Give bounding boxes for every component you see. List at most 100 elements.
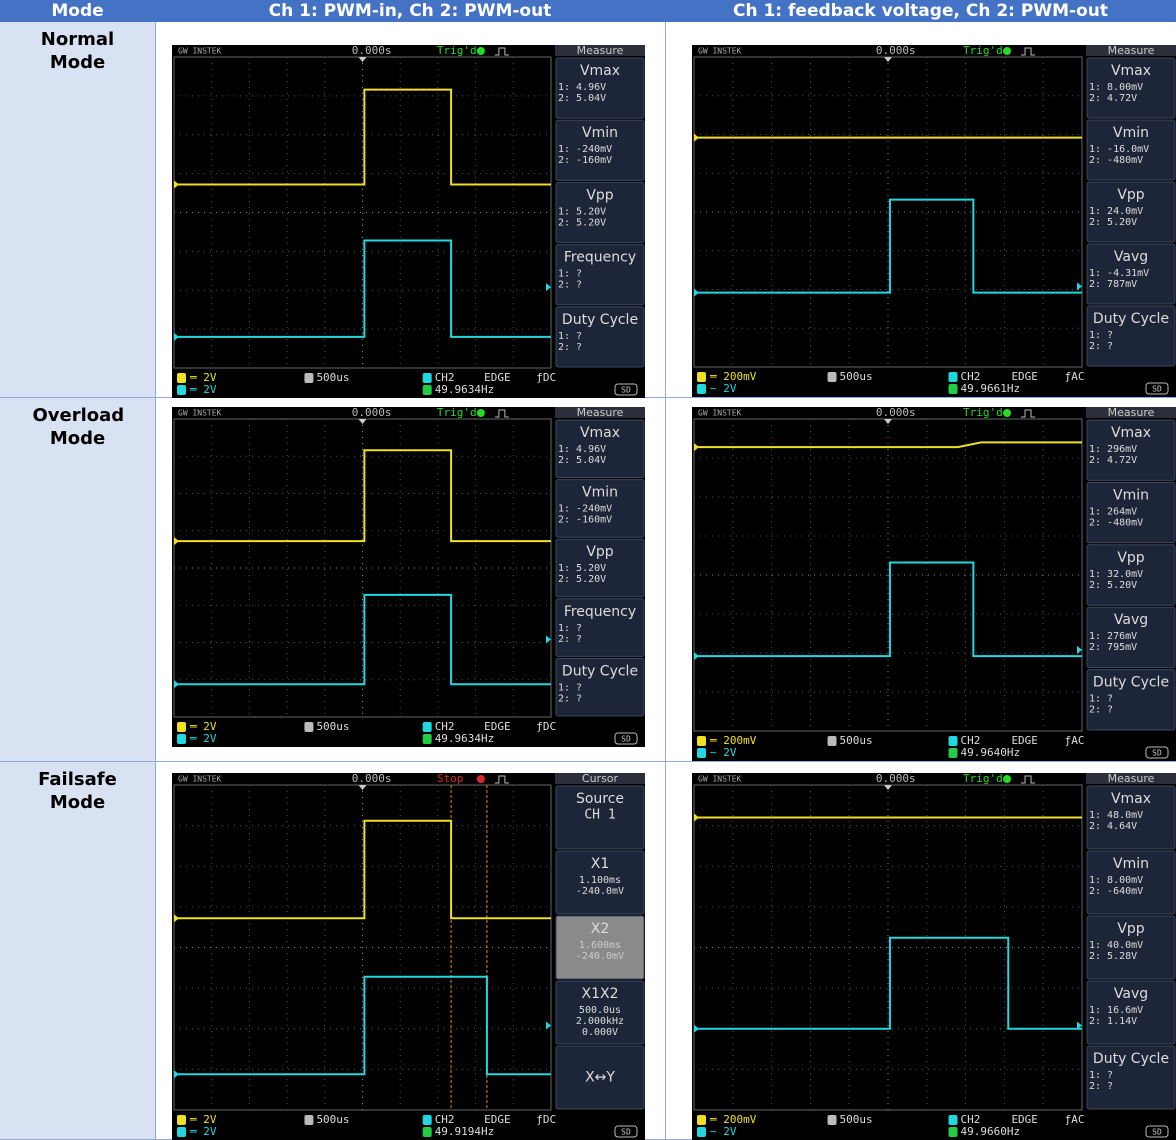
menu-item-line: 1.600ms [579,940,621,951]
ch1-scale: ═ 200mV [709,1113,757,1126]
menu-item-title: X1X2 [582,986,619,1002]
menu-item-line: 1: 264mV [1089,506,1137,517]
header-mode: Mode [0,0,155,22]
timebase-icon [304,722,314,732]
trigger-marker [884,419,892,424]
ch2-icon [697,748,706,758]
menu-item-line: 2: 5.04V [558,93,606,104]
menu-title: Measure [1108,407,1155,419]
menu-item-line: 1: 8.00mV [1089,875,1143,886]
menu-item-line: 2: -160mV [558,155,612,166]
menu-header [1086,45,1176,56]
menu-item-line: 2: ? [558,280,582,291]
menu-title: Measure [577,407,624,419]
trigger-source: CH2 [435,1113,455,1126]
trigger-icon [494,47,509,56]
menu-item-line: 1: ? [558,682,582,693]
mode-label: Normal Mode [40,29,115,73]
ch1-marker [174,537,179,546]
menu-item-title: Vpp [1117,921,1144,937]
ch1-icon [177,1115,186,1125]
trigger-level [546,635,551,644]
ch2-scale: ═ 2V [189,1125,217,1138]
status-dot [476,409,485,417]
storage-icon [614,732,638,745]
menu-item-line: 2: ? [1089,1081,1113,1092]
menu-item-line: 2: 1.14V [1089,1016,1137,1027]
menu-item-title: Frequency [564,250,636,266]
coupling: ƒAC [1065,734,1085,747]
menu-item-line: 1: 24.0mV [1089,206,1143,217]
ch2-marker [174,1070,179,1079]
frequency-icon [422,385,432,395]
ch1-icon [697,372,706,382]
menu-item-line: 1: 8.00mV [1089,82,1143,93]
ch2-marker [694,288,699,297]
trigger-level [1077,1021,1082,1030]
menu-header [1086,773,1176,784]
status-dot [476,47,485,55]
menu-item [1086,481,1176,544]
mode-cell: Overload Mode [0,398,155,762]
menu-item-line: 2: 5.20V [558,574,606,585]
status-dot [476,775,485,783]
menu-header [555,773,645,784]
menu-title: Measure [1108,45,1155,57]
ch1-scale: ═ 200mV [709,734,757,747]
menu-item-title: Vavg [1114,249,1148,265]
mode-label: Failsafe Mode [38,769,117,813]
menu-item-line: 2: ? [558,693,582,704]
menu-item-title: Vpp [586,187,613,203]
trigger-icon [422,373,432,383]
timebase-icon [827,736,837,746]
menu-item-line: CH 1 [584,808,615,823]
trigger-marker [358,57,367,62]
trigger-time: 0.000s [352,773,392,785]
coupling: ƒDC [536,371,556,384]
ch2-marker [694,652,699,661]
trigger-time: 0.000s [352,45,392,57]
menu-item-line: 1: 48.0mV [1089,810,1143,821]
menu-item-title: X1 [591,856,610,872]
trigger-source: CH2 [435,720,455,733]
menu-item [555,1045,645,1110]
menu-item-line: 1: 5.20V [558,563,606,574]
trigger-type: EDGE [1011,370,1037,383]
trigger-time: 0.000s [352,407,392,419]
menu-header [1086,407,1176,418]
menu-item [555,57,645,119]
ch1-icon [697,1115,706,1125]
ch1-marker [174,914,179,923]
brand: GW INSTEK [178,47,222,56]
frequency: 49.9634Hz [435,732,495,745]
timebase-icon [827,1115,837,1125]
ch1-icon [697,736,706,746]
storage-icon [614,1125,638,1138]
frequency-icon [422,734,432,744]
frequency-icon [948,1127,958,1137]
menu-item-line: 2: -640mV [1089,886,1143,897]
ch1-icon [177,722,186,732]
storage: SD [1152,749,1162,758]
timebase-icon [304,1115,314,1125]
header-col3: Ch 1: feedback voltage, Ch 2: PWM-out [665,0,1176,22]
trigger-icon [494,775,509,784]
menu-item-line: 2: 5.20V [1089,217,1137,228]
menu-item-line: 2: 4.72V [1089,455,1137,466]
menu-item-title: Duty Cycle [562,312,638,328]
status: Trig'd [963,45,1003,57]
menu-item-title: Vmin [1113,856,1149,872]
timebase: 500us [840,734,873,747]
menu-item [555,479,645,538]
menu-item [555,657,645,717]
status: Stop [437,773,464,785]
menu-item-title: Vmax [1111,63,1151,79]
menu-item-title: Duty Cycle [1093,675,1169,691]
trigger-level [546,1021,551,1030]
trigger-level [1077,282,1082,291]
menu-item [1086,544,1176,606]
trigger-source: CH2 [961,370,981,383]
menu-item-line: 2: 787mV [1089,279,1137,290]
menu-item-line: 1: -240mV [558,144,612,155]
